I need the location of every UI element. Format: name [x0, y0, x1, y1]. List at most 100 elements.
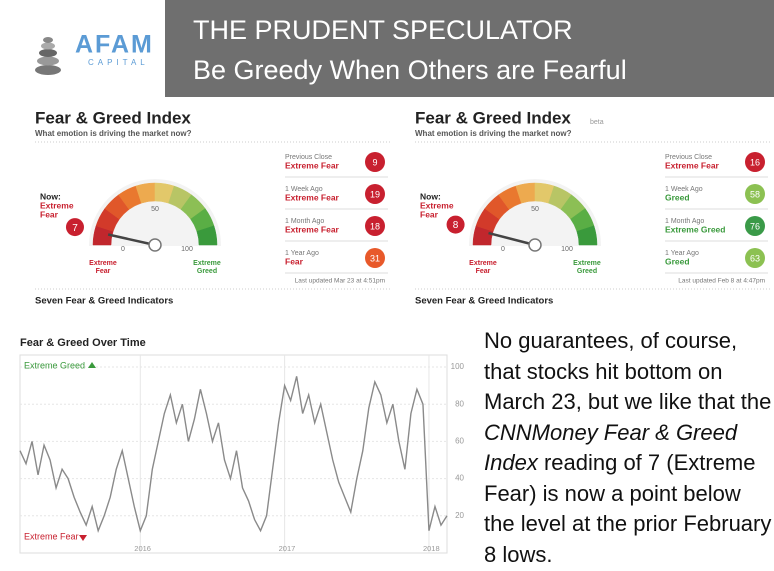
text-italic: CNNMoney Fear & Greed Index: [484, 419, 738, 476]
value-badge: [446, 215, 465, 234]
y-tick-label: 20: [455, 511, 464, 520]
logo-stones: [35, 37, 61, 75]
history-badge: [365, 152, 385, 172]
history-badge: [745, 248, 765, 268]
history-label: 1 Month Ago: [665, 218, 704, 225]
max-label: Greed: [197, 268, 217, 275]
chart-title: Fear & Greed Over Time: [20, 337, 146, 349]
extreme-fear-label: Extreme Fear: [24, 531, 79, 541]
history-value: 18: [370, 221, 380, 231]
plot-frame: [19, 354, 448, 554]
min-label: Extreme: [469, 260, 497, 267]
gauge-panel: Fear & Greed Index beta What emotion is dr…: [415, 108, 770, 314]
y-tick-label: 60: [455, 437, 464, 446]
now-label: Extreme: [420, 200, 454, 210]
now-label: Now:: [420, 191, 441, 201]
brand: AFAM: [75, 31, 154, 59]
history-value: 19: [370, 189, 380, 199]
history-sentiment: Greed: [665, 256, 690, 266]
value-label: 7: [72, 223, 78, 234]
updated: Last updated Feb 8 at 4:47pm: [678, 278, 765, 285]
history-label: Previous Close: [285, 154, 332, 161]
history-label: 1 Year Ago: [285, 250, 319, 257]
value-badge: [65, 218, 84, 237]
max-label: Greed: [577, 268, 597, 275]
max-label: Extreme: [573, 260, 601, 267]
series-line: [19, 376, 448, 533]
min-label: Fear: [96, 268, 111, 275]
gauge-title: Fear & Greed Index: [35, 108, 191, 127]
now-label: Fear: [420, 209, 439, 219]
history-badge: [365, 184, 385, 204]
history-value: 31: [370, 253, 380, 263]
history-sentiment: Fear: [285, 256, 304, 266]
gauge-subtitle: What emotion is driving the market now?: [415, 129, 572, 138]
history-value: 58: [750, 189, 760, 199]
history-badge: [745, 184, 765, 204]
history-sentiment: Extreme Fear: [285, 224, 340, 234]
history-badge: [745, 152, 765, 172]
brand-sub: CAPITAL: [88, 58, 149, 67]
history-sentiment: Extreme Fear: [665, 160, 720, 170]
gauge-tick-label: 50: [151, 206, 159, 213]
logo-area: [0, 0, 165, 97]
gauge-title: Fear & Greed Index: [415, 108, 571, 127]
history-label: 1 Week Ago: [285, 186, 323, 193]
min-label: Extreme: [89, 260, 117, 267]
gauge-tick-label: 50: [531, 206, 539, 213]
gauge-subtitle: What emotion is driving the market now?: [35, 129, 192, 138]
x-tick-label: 2017: [279, 544, 296, 553]
history-label: 1 Month Ago: [285, 218, 324, 225]
needle: [107, 233, 156, 247]
value-label: 8: [453, 220, 459, 231]
gauge-arc: [576, 225, 598, 246]
history-value: 16: [750, 157, 760, 167]
y-tick-label: 40: [455, 474, 464, 483]
history-sentiment: Greed: [665, 192, 690, 202]
history-label: Previous Close: [665, 154, 712, 161]
history-value: 63: [750, 253, 760, 263]
history-label: 1 Week Ago: [665, 186, 703, 193]
history-label: 1 Year Ago: [665, 250, 699, 257]
text: reading of 7 (Extreme Fear) is now a poi…: [484, 450, 772, 567]
history-sentiment: Extreme Greed: [665, 224, 725, 234]
gauge-tick-label: 100: [561, 246, 573, 253]
header-subtitle: Be Greedy When Others are Fearful: [193, 55, 627, 85]
needle: [488, 231, 536, 247]
gauge-tick-label: 0: [501, 246, 505, 253]
needle-hub: [148, 238, 162, 252]
panel-footer: Seven Fear & Greed Indicators: [35, 296, 173, 307]
y-tick-label: 80: [455, 399, 464, 408]
max-label: Extreme: [193, 260, 221, 267]
gauge-cut: [467, 246, 603, 314]
gauge-cut: [87, 246, 223, 314]
history-sentiment: Extreme Fear: [285, 192, 340, 202]
gauge-tick-label: 100: [181, 246, 193, 253]
text: No guarantees, of course, that stocks hi…: [484, 328, 772, 414]
now-label: Fear: [40, 209, 59, 219]
gauge-arc: [196, 225, 218, 246]
now-label: Now:: [40, 191, 61, 201]
extreme-greed-label: Extreme Greed: [24, 360, 85, 370]
min-label: Fear: [476, 268, 491, 275]
up-arrow: [88, 362, 96, 368]
x-tick-label: 2016: [134, 544, 151, 553]
history-badge: [745, 216, 765, 236]
panel-footer: Seven Fear & Greed Indicators: [415, 296, 553, 307]
gauge-badge: beta: [590, 119, 604, 126]
history-value: 76: [750, 221, 760, 231]
gauge-panel: Fear & Greed Index What emotion is drivin…: [35, 108, 390, 314]
x-tick-label: 2018: [423, 544, 440, 553]
history-badge: [365, 248, 385, 268]
gauge-tick-label: 0: [121, 246, 125, 253]
history-badge: [365, 216, 385, 236]
history-sentiment: Extreme Fear: [285, 160, 340, 170]
history-value: 9: [372, 157, 377, 167]
updated: Last updated Mar 23 at 4:51pm: [295, 278, 385, 285]
needle-hub: [528, 238, 542, 252]
header-title: THE PRUDENT SPECULATOR: [193, 15, 573, 45]
y-tick-label: 100: [451, 362, 465, 371]
commentary: No guarantees, of course, that stocks hi…: [484, 326, 772, 570]
